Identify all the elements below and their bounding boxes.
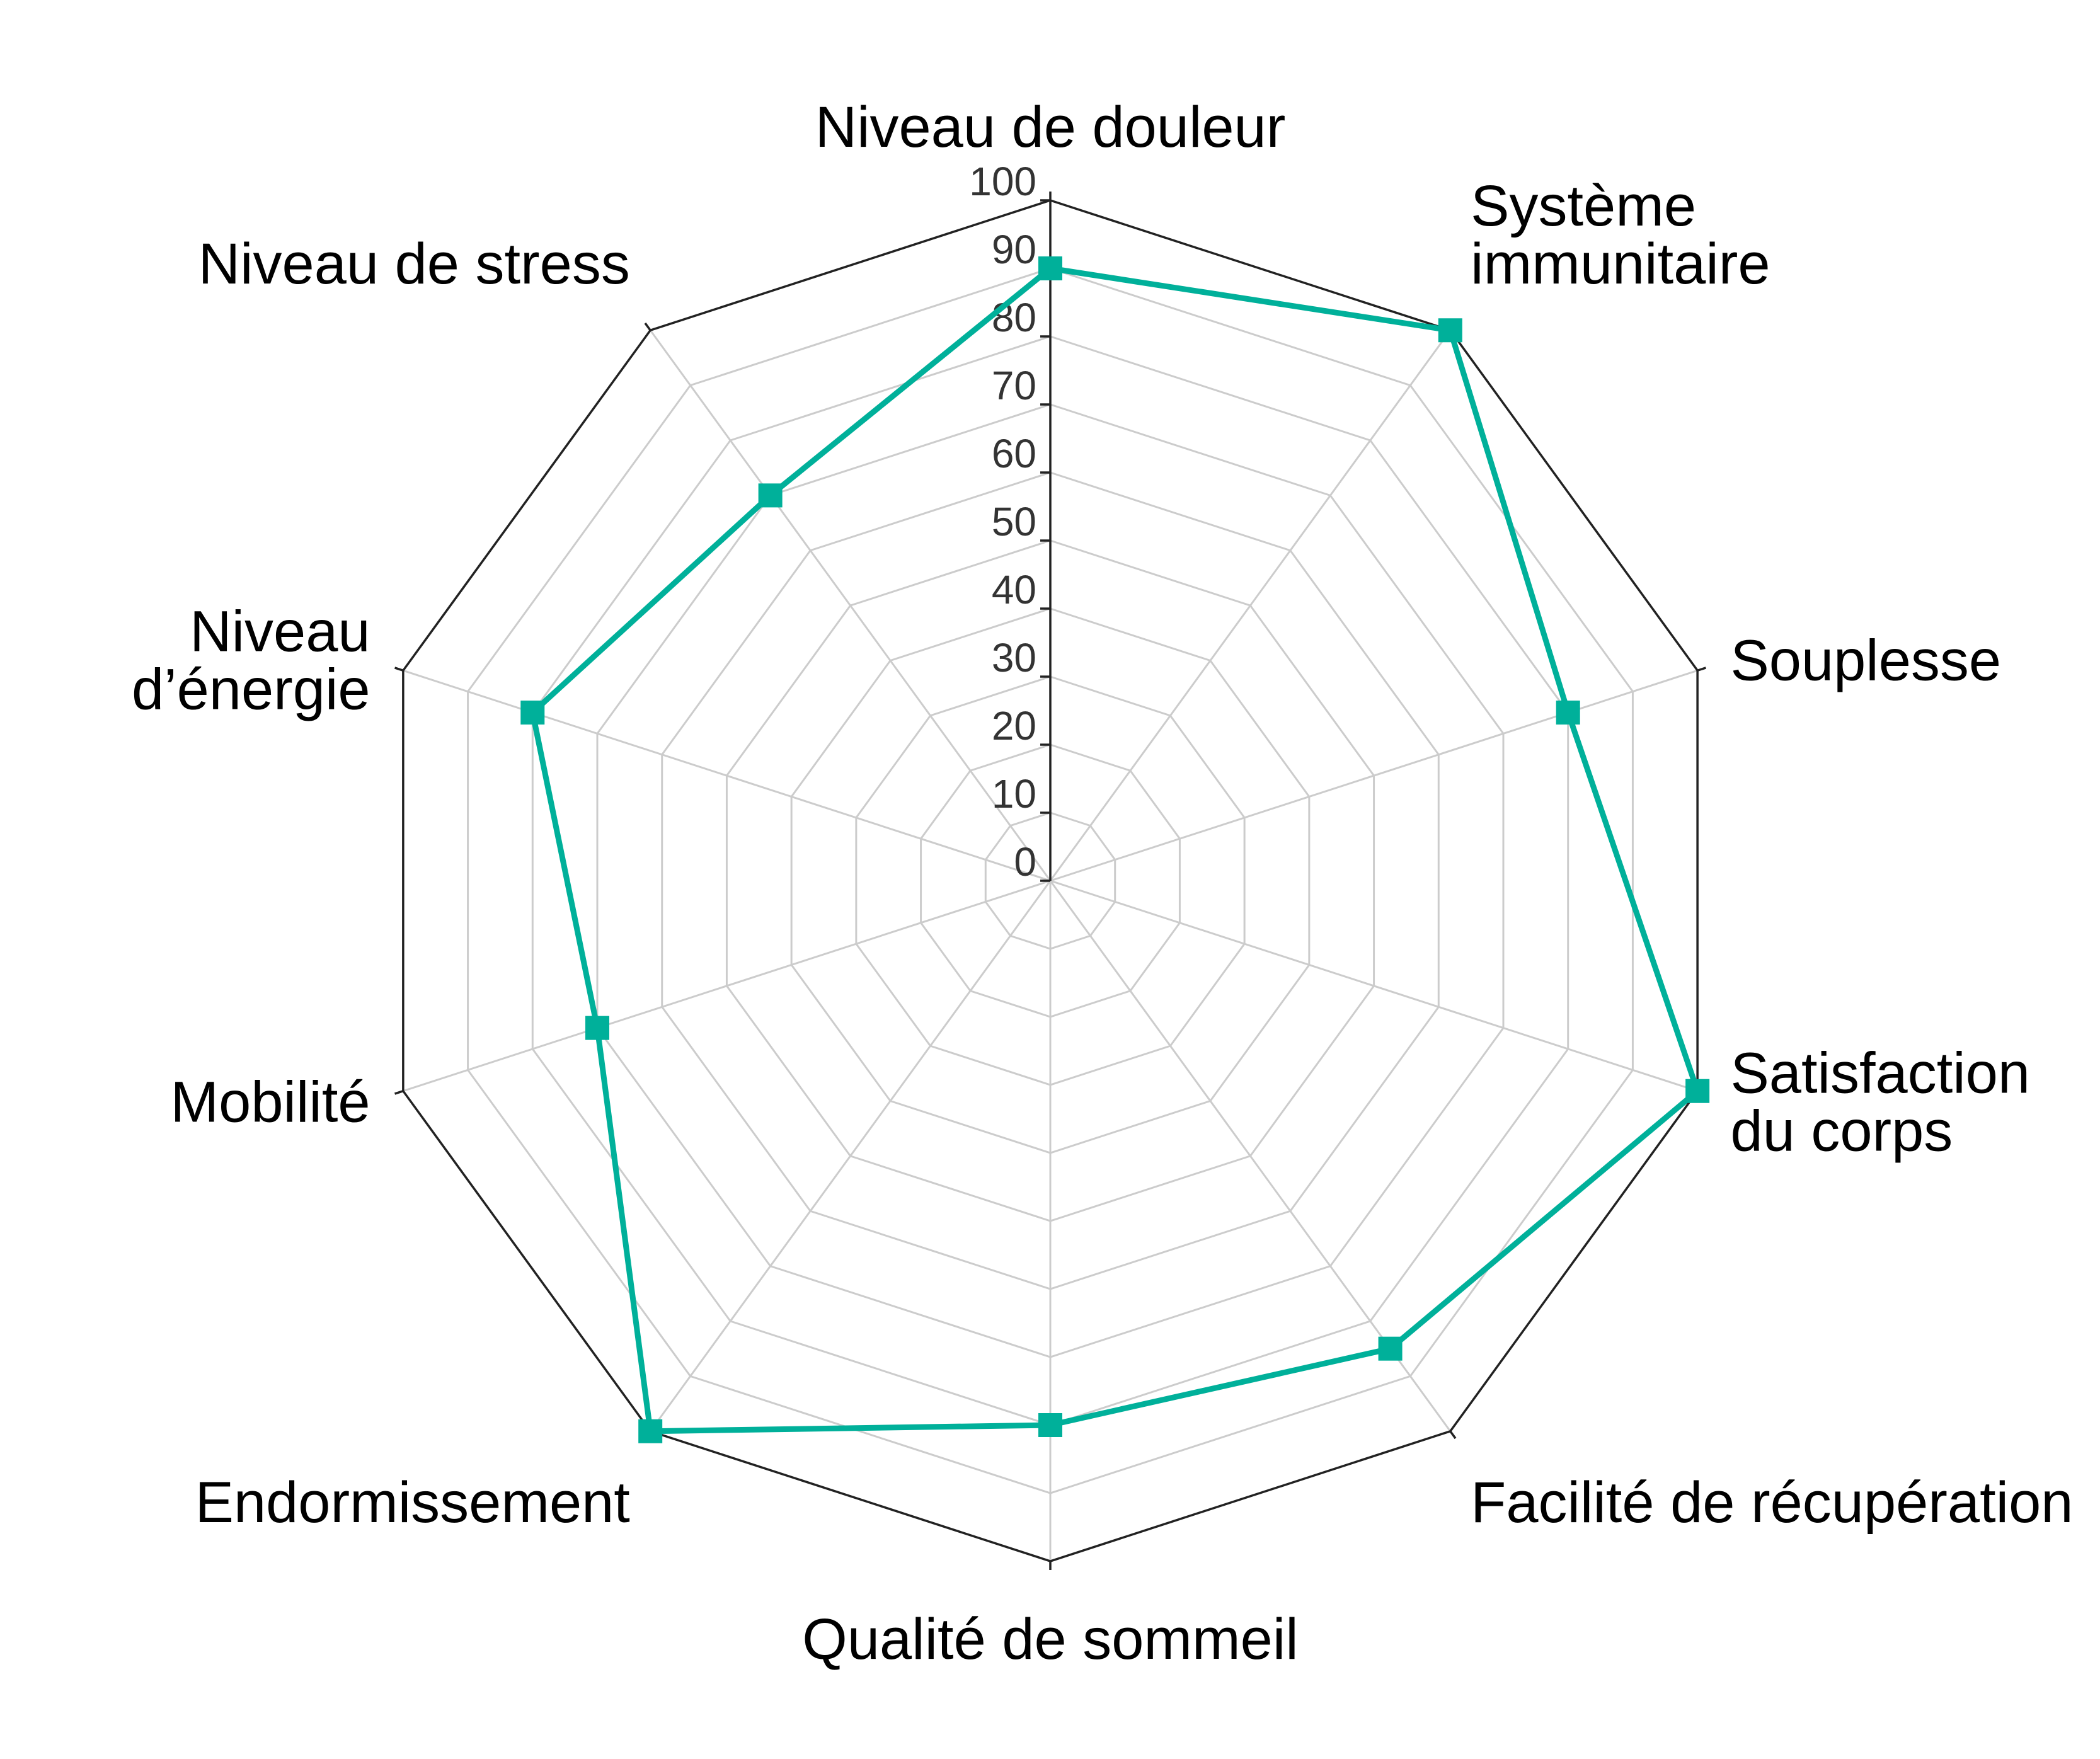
data-point (1556, 701, 1580, 725)
tick-label: 30 (992, 635, 1036, 680)
outer-tick (394, 1090, 404, 1095)
category-label: Souplesse (1730, 628, 2001, 692)
outer-tick (1449, 1430, 1457, 1440)
grid-spoke (1049, 329, 1452, 881)
tick-label: 90 (992, 227, 1036, 272)
category-label: Niveau de stress (198, 232, 630, 296)
grid-spoke (1050, 669, 1698, 882)
tick-labels: 0 10 20 30 40 50 60 70 80 90 100 (969, 159, 1036, 885)
grid-spoke (649, 329, 1052, 881)
category-label: Facilité de récupération (1471, 1470, 2073, 1535)
series-line-0 (529, 265, 1701, 1435)
grid-spoke (649, 880, 1052, 1432)
tick-label: 80 (992, 295, 1036, 340)
category-label: Mobilité (171, 1070, 370, 1135)
tick-label: 0 (1014, 839, 1036, 885)
tick-label: 10 (992, 771, 1036, 816)
outer-tick (394, 667, 404, 672)
category-label: Endormissement (195, 1470, 630, 1535)
data-point (585, 1016, 610, 1040)
tick-label: 70 (992, 363, 1036, 408)
series (520, 256, 1710, 1443)
outer-tick (644, 322, 651, 331)
data-point (1038, 256, 1062, 280)
tick-label: 20 (992, 703, 1036, 748)
grid-spoke (1050, 880, 1698, 1092)
tick-label: 100 (969, 159, 1036, 204)
tick-label: 50 (992, 499, 1036, 544)
category-label: Satisfaction du corps (1730, 1041, 2030, 1164)
data-point (520, 701, 545, 725)
grid-spoke (403, 880, 1051, 1092)
category-label: Niveau de douleur (815, 95, 1286, 159)
data-point (1685, 1079, 1710, 1103)
category-label: Niveau d’énergie (132, 599, 370, 721)
tick-label: 40 (992, 567, 1036, 612)
data-point (1438, 318, 1462, 343)
tick-label: 60 (992, 431, 1036, 476)
data-point (758, 483, 783, 508)
category-label: Système immunitaire (1471, 174, 1770, 296)
category-labels: Niveau de douleur Système immunitaire Soupl… (132, 95, 2073, 1671)
axes (394, 192, 1706, 1570)
grid-spoke (403, 669, 1051, 882)
data-point (1378, 1336, 1403, 1361)
data-point (1038, 1413, 1062, 1437)
category-label: Qualité de sommeil (802, 1607, 1298, 1671)
data-point (638, 1419, 663, 1443)
outer-tick (1697, 667, 1706, 672)
